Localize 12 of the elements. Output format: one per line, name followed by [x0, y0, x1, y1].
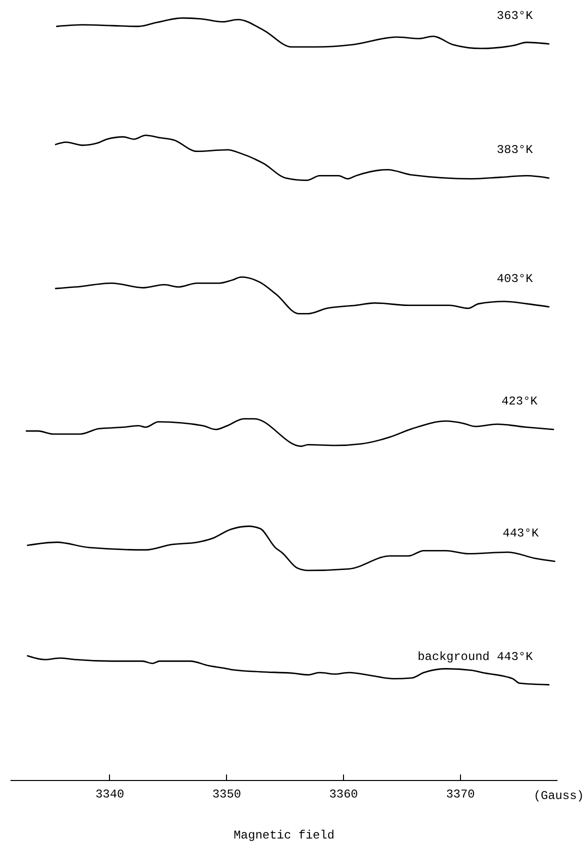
series-label: background 443°K: [418, 650, 534, 664]
series-label: 383°K: [496, 143, 534, 158]
x-tick-label: 3350: [212, 788, 242, 802]
series-label: 443°K: [502, 526, 540, 540]
series-label: 403°K: [496, 272, 534, 286]
x-tick-label: 3360: [329, 788, 358, 802]
x-axis-title: Magnetic field: [234, 828, 334, 842]
x-tick-label: 3370: [446, 788, 475, 802]
text: (Gauss): [534, 789, 584, 803]
series-label: 363°K: [496, 8, 534, 23]
x-tick-label: 3340: [95, 788, 124, 802]
series-label: 423°K: [501, 394, 538, 408]
